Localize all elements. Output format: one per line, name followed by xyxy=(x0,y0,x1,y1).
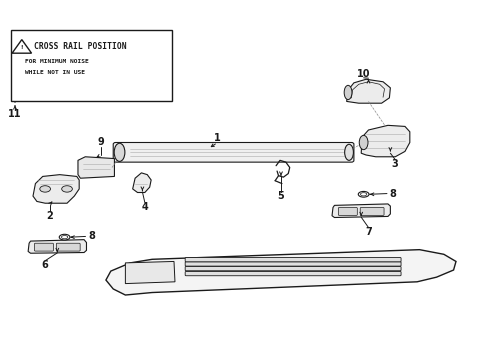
Text: FOR MINIMUM NOISE: FOR MINIMUM NOISE xyxy=(25,59,88,64)
Polygon shape xyxy=(106,249,455,295)
Text: 1: 1 xyxy=(214,133,221,143)
Text: 4: 4 xyxy=(141,202,148,212)
Text: 5: 5 xyxy=(277,191,284,201)
FancyBboxPatch shape xyxy=(360,207,383,215)
Ellipse shape xyxy=(114,143,124,161)
FancyBboxPatch shape xyxy=(338,207,357,215)
Text: 10: 10 xyxy=(356,68,369,78)
Text: 8: 8 xyxy=(388,189,395,199)
Polygon shape xyxy=(125,261,175,284)
Ellipse shape xyxy=(40,186,50,192)
Ellipse shape xyxy=(344,85,351,100)
Text: 3: 3 xyxy=(391,159,398,169)
Polygon shape xyxy=(12,40,31,53)
FancyBboxPatch shape xyxy=(185,257,400,262)
FancyBboxPatch shape xyxy=(56,243,80,251)
Polygon shape xyxy=(28,240,86,253)
Text: 6: 6 xyxy=(41,260,48,270)
Polygon shape xyxy=(78,157,114,178)
Polygon shape xyxy=(331,204,389,217)
Polygon shape xyxy=(132,173,151,193)
Ellipse shape xyxy=(359,135,367,150)
FancyBboxPatch shape xyxy=(11,30,171,102)
FancyBboxPatch shape xyxy=(34,243,53,251)
Ellipse shape xyxy=(358,192,368,197)
Text: 9: 9 xyxy=(98,138,104,148)
Ellipse shape xyxy=(61,235,68,239)
Text: CROSS RAIL POSITION: CROSS RAIL POSITION xyxy=(34,41,127,50)
Text: !: ! xyxy=(20,45,23,50)
Polygon shape xyxy=(346,79,389,103)
FancyBboxPatch shape xyxy=(185,266,400,271)
Ellipse shape xyxy=(344,144,353,160)
FancyBboxPatch shape xyxy=(185,262,400,266)
Text: 2: 2 xyxy=(46,211,53,221)
Text: 8: 8 xyxy=(88,231,95,242)
Text: 7: 7 xyxy=(365,227,371,237)
Text: 11: 11 xyxy=(8,109,21,119)
Text: WHILE NOT IN USE: WHILE NOT IN USE xyxy=(25,70,84,75)
Ellipse shape xyxy=(61,186,72,192)
Polygon shape xyxy=(361,125,409,157)
Ellipse shape xyxy=(59,234,70,240)
FancyBboxPatch shape xyxy=(185,271,400,276)
FancyBboxPatch shape xyxy=(113,143,353,162)
Ellipse shape xyxy=(360,193,366,196)
Polygon shape xyxy=(33,175,79,203)
